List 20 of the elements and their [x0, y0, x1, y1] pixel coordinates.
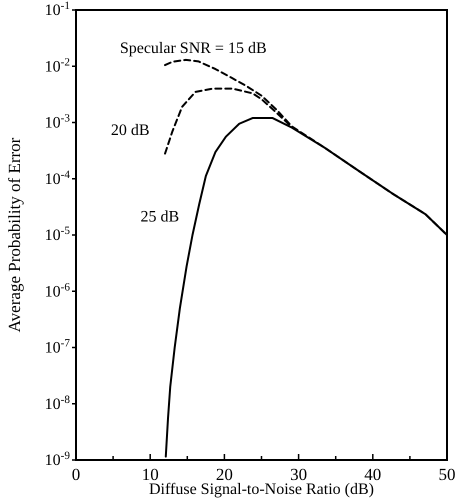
- annotation: 25 dB: [140, 208, 180, 226]
- y-tick-label: 10$^{-9}$: [44, 450, 70, 469]
- y-tick-label: 10$^{-6}$: [44, 281, 70, 300]
- x-tick-label: 10: [142, 465, 159, 484]
- y-axis-title: Average Probability of Error: [5, 137, 24, 332]
- x-tick-label: 30: [290, 465, 308, 484]
- y-tick-label: 10$^{-5}$: [44, 225, 70, 244]
- x-axis-title: Diffuse Signal-to-Noise Ratio (dB): [148, 481, 374, 498]
- y-tick-label: 10$^{-4}$: [44, 168, 70, 188]
- y-tick-label: 10$^{-2}$: [44, 56, 70, 76]
- x-tick-label: 40: [364, 465, 382, 484]
- x-tick-label: 50: [438, 465, 456, 484]
- y-tick-label: 10$^{-1}$: [44, 0, 70, 19]
- y-tick-label: 10$^{-3}$: [44, 112, 70, 132]
- x-tick-label: 0: [72, 465, 80, 484]
- annotation: Specular SNR = 15 dB: [120, 40, 267, 57]
- y-tick-label: 10$^{-7}$: [44, 338, 70, 356]
- x-tick-label: 20: [216, 465, 233, 484]
- y-tick-label: 10$^{-8}$: [44, 394, 70, 413]
- annotation: 20 dB: [110, 122, 150, 140]
